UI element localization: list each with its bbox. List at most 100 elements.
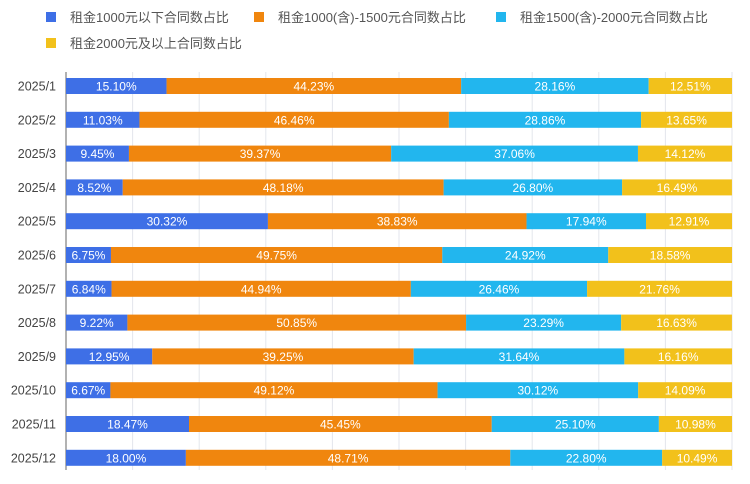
data-label: 18.47% [107,418,148,432]
bar-segment [624,348,732,365]
bar-segment [66,314,128,331]
bar-segment [443,179,623,196]
bar-segment [608,247,732,263]
bar-segment [442,247,609,263]
data-label: 44.23% [294,80,335,94]
y-tick-label: 2025/3 [18,147,56,161]
legend-label: 租金1000元以下合同数占比 [70,10,229,25]
y-tick-label: 2025/11 [12,418,56,432]
data-label: 49.12% [254,384,295,398]
legend-label: 租金1000(含)-1500元合同数占比 [278,10,466,25]
legend: 租金1000元以下合同数占比 租金1000(含)-1500元合同数占比 租金15… [0,0,750,60]
bar-segment [110,247,443,263]
bar-segment [646,213,732,230]
bar-segment [111,280,411,297]
y-tick-label: 2025/2 [18,113,56,127]
bar-segment [526,213,647,230]
bar-segment [122,179,444,196]
bar-segment [658,416,732,432]
bar-segment [66,213,268,230]
bar-segment [466,314,622,331]
bar-segment [66,382,111,399]
data-label: 16.49% [657,181,698,195]
data-label: 50.85% [276,316,317,330]
bar-segment [437,382,639,399]
data-label: 31.64% [499,350,540,364]
data-label: 46.46% [274,113,315,127]
data-label: 10.98% [675,418,716,432]
data-label: 22.80% [566,451,607,465]
data-label: 23.29% [523,316,564,330]
data-label: 6.84% [72,282,106,296]
data-label: 44.94% [241,282,282,296]
bar-segment [66,247,111,263]
data-label: 48.71% [328,451,369,465]
bar-segment [66,179,123,196]
data-label: 15.10% [96,80,137,94]
legend-label: 租金1500(含)-2000元合同数占比 [520,10,708,25]
data-label: 24.92% [505,249,546,263]
bar-segment [66,111,140,128]
bar-segment [510,449,663,466]
bar-segment [66,416,190,432]
data-label: 12.91% [669,215,710,229]
bar-segment [587,280,732,297]
bar-segment [461,78,649,94]
data-label: 48.18% [263,181,304,195]
y-tick-label: 2025/7 [18,282,56,296]
bar-segment [621,314,732,331]
data-label: 11.03% [83,113,123,127]
data-label: 18.58% [650,249,691,263]
legend-item-2000-plus[interactable]: 租金2000元及以上合同数占比 [46,33,242,52]
legend-swatch [46,37,56,48]
data-label: 45.45% [320,418,361,432]
data-label: 6.75% [71,249,105,263]
bar-segment [448,111,642,128]
legend-swatch [46,11,56,22]
data-label: 17.94% [566,215,607,229]
bar-segment [139,111,449,128]
data-label: 12.51% [670,80,711,94]
bar-segment [185,449,511,466]
bar-segment [391,145,638,162]
y-tick-label: 2025/1 [18,80,56,94]
data-label: 39.37% [240,147,281,161]
legend-swatch [496,11,506,22]
data-label: 26.46% [479,282,520,296]
legend-item-under-1000[interactable]: 租金1000元以下合同数占比 [46,7,229,26]
y-tick-label: 2025/5 [18,215,56,229]
bar-segment [152,348,414,365]
legend-swatch [254,11,264,22]
legend-item-1000-1500[interactable]: 租金1000(含)-1500元合同数占比 [254,7,466,26]
data-label: 8.52% [77,181,111,195]
data-label: 14.12% [665,147,706,161]
data-label: 6.67% [71,384,105,398]
data-label: 25.10% [555,418,596,432]
bar-segment [66,280,112,297]
legend-item-1500-2000[interactable]: 租金1500(含)-2000元合同数占比 [496,7,708,26]
data-label: 14.09% [665,384,706,398]
data-label: 13.65% [666,113,707,127]
bar-segment [637,145,732,162]
legend-label: 租金2000元及以上合同数占比 [70,36,242,51]
bar-segment [127,314,467,331]
data-label: 16.63% [656,316,697,330]
y-tick-label: 2025/8 [18,316,56,330]
bar-segment [189,416,492,432]
bar-segment [267,213,527,230]
bar-segment [128,145,392,162]
data-label: 38.83% [377,215,418,229]
data-label: 28.16% [535,80,576,94]
y-tick-label: 2025/10 [11,384,56,398]
bar-segment [622,179,732,196]
data-label: 9.22% [80,316,114,330]
bar-segment [66,78,167,94]
bar-segment [66,145,129,162]
bar-segment [413,348,625,365]
data-label: 18.00% [106,451,147,465]
bar-segment [641,111,732,128]
y-tick-label: 2025/6 [18,249,56,263]
data-label: 16.16% [658,350,699,364]
bar-segment [662,449,732,466]
y-tick-label: 2025/4 [18,181,56,195]
